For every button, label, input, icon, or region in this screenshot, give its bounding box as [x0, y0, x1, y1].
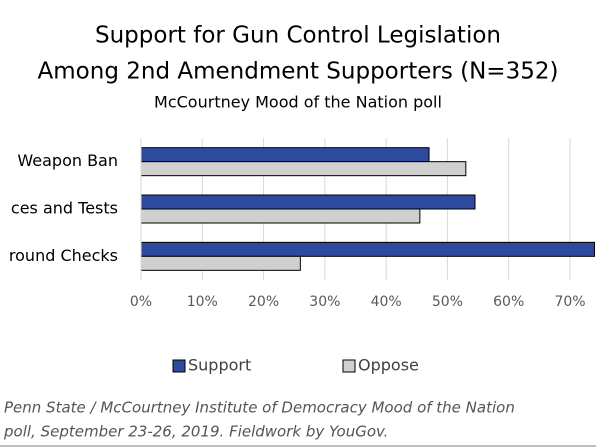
bar	[140, 147, 430, 163]
x-tick-label: 10%	[187, 294, 218, 310]
bar	[140, 241, 596, 257]
x-tick-label: 30%	[309, 294, 340, 310]
x-tick-label: 0%	[130, 294, 152, 310]
x-tick-label: 70%	[554, 294, 585, 310]
bar	[140, 161, 467, 177]
y-tick-label: round Checks	[9, 246, 118, 265]
chart-title: Support for Gun Control Legislation	[95, 23, 501, 49]
chart-subtitle: McCourtney Mood of the Nation poll	[154, 93, 442, 112]
bar	[140, 194, 476, 210]
bar	[140, 208, 421, 224]
x-tick-label: 60%	[493, 294, 524, 310]
bar	[140, 255, 301, 271]
legend-swatch	[342, 359, 356, 373]
legend-swatch	[172, 359, 186, 373]
y-tick-label: Weapon Ban	[17, 151, 118, 170]
x-tick-label: 50%	[432, 294, 463, 310]
footnote: poll, September 23-26, 2019. Fieldwork b…	[3, 423, 388, 441]
x-tick-label: 20%	[248, 294, 279, 310]
legend-label: Support	[188, 356, 251, 375]
x-tick-label: 40%	[371, 294, 402, 310]
footnote: Penn State / McCourtney Institute of Dem…	[4, 399, 515, 417]
chart-title: Among 2nd Amendment Supporters (N=352)	[38, 59, 559, 85]
y-tick-label: ces and Tests	[11, 199, 118, 218]
legend-label: Oppose	[358, 356, 419, 375]
